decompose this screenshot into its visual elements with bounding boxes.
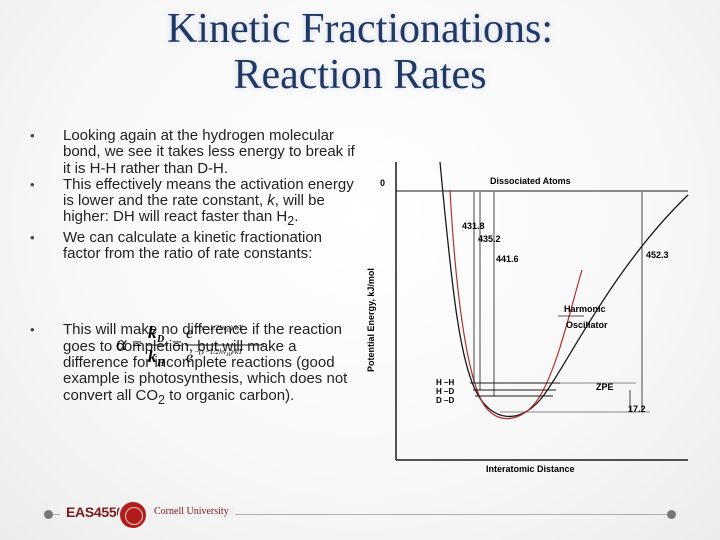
bullet-marker: • xyxy=(30,229,35,245)
harmonic-label-line-2: Oscillator xyxy=(566,320,608,330)
bullet-marker: • xyxy=(30,176,35,192)
bullet-text: Looking again at the hydrogen molecular … xyxy=(63,127,355,177)
dd-label: D –D xyxy=(436,396,454,405)
bullet-list: • Looking again at the hydrogen molecula… xyxy=(30,127,360,408)
slide-title-line-1: Kinetic Fractionations: xyxy=(166,6,554,52)
value-431-8: 431.8 xyxy=(462,221,485,231)
exponent-d: −(ε−1/2hνD)/kT xyxy=(194,323,243,334)
bullet-text: We can calculate a kinetic fractionation… xyxy=(63,228,323,263)
alpha-symbol: α xyxy=(116,333,127,355)
harmonic-oscillator-curve xyxy=(449,189,583,420)
exponent-h: −(ε−1/2hνH)/kT xyxy=(194,347,243,358)
morse-potential-curve xyxy=(439,161,689,417)
hd-label: H –D xyxy=(436,387,454,396)
bullet-text-end: . xyxy=(294,208,299,226)
dissociated-atoms-label: Dissociated Atoms xyxy=(490,176,571,186)
kh-subscript: H xyxy=(156,358,166,368)
equals-sign: = xyxy=(132,334,142,354)
hh-label: H –H xyxy=(436,378,454,387)
x-axis-label: Interatomic Distance xyxy=(486,464,575,474)
course-code: EAS4550 xyxy=(60,504,130,520)
kd-subscript: D xyxy=(156,334,164,345)
exp-base: e xyxy=(186,325,193,342)
exp-base: e xyxy=(186,349,193,366)
value-435-2: 435.2 xyxy=(478,234,501,244)
subscript: 2 xyxy=(158,392,165,407)
kd-symbol: k xyxy=(148,323,157,342)
bullet-text-start: This effectively means the activation en… xyxy=(63,175,354,210)
footer-dot-left xyxy=(44,510,53,519)
potential-energy-diagram: Potential Energy, kJ/mol Interatomic Dis… xyxy=(366,161,689,474)
university-name: Cornell University xyxy=(148,506,235,517)
zero-label: 0 xyxy=(380,178,385,188)
slide-title-line-2: Reaction Rates xyxy=(233,52,487,98)
value-441-6: 441.6 xyxy=(496,254,519,264)
value-17-2: 17.2 xyxy=(628,404,646,414)
slide-title: Kinetic Fractionations: Reaction Rates xyxy=(90,6,630,98)
bullet-item-3: • We can calculate a kinetic fractionati… xyxy=(30,228,360,263)
value-452-3: 452.3 xyxy=(646,250,669,260)
bullet-marker: • xyxy=(30,128,35,143)
bullet-item-1: • Looking again at the hydrogen molecula… xyxy=(30,127,360,177)
bullet-text-end: to organic carbon). xyxy=(165,386,295,404)
subscript: 2 xyxy=(287,214,295,229)
zpe-label: ZPE xyxy=(596,382,614,392)
slide-footer: EAS4550 Cornell University xyxy=(40,500,680,532)
bullet-marker: • xyxy=(30,322,35,338)
fractionation-formula: α = k D k H = e −(ε−1/2hνD)/kT e −(ε−1/2… xyxy=(116,323,264,368)
rate-constant-symbol: k xyxy=(267,192,275,210)
bullet-text-start: This will make no difference if the reac… xyxy=(63,321,348,404)
bullet-item-2: • This effectively means the activation … xyxy=(30,175,360,230)
equals-sign: = xyxy=(172,334,182,354)
footer-rule xyxy=(48,514,672,515)
harmonic-label-line-1: Harmonic xyxy=(564,304,606,314)
bullet-text-middle: , will be higher: DH will react faster t… xyxy=(63,192,325,226)
cornell-seal-icon xyxy=(118,500,148,530)
y-axis-label: Potential Energy, kJ/mol xyxy=(366,268,376,372)
kh-symbol: k xyxy=(148,347,157,366)
footer-dot-right xyxy=(667,510,676,519)
bullet-item-4: • This will make no difference if the re… xyxy=(30,322,360,407)
